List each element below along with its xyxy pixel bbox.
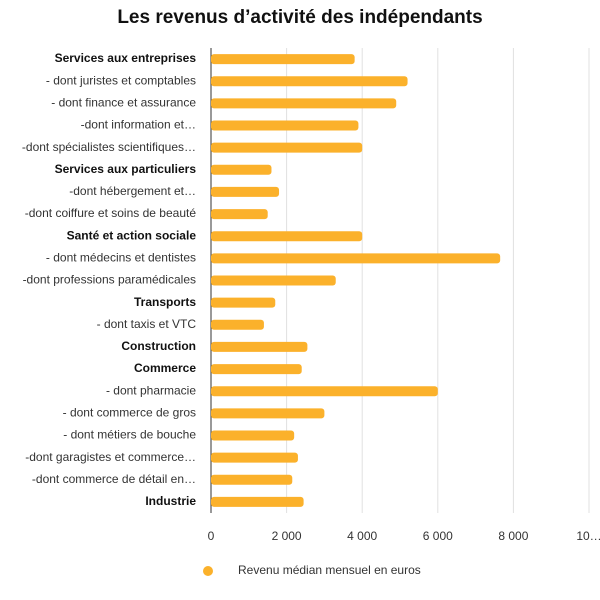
bar — [211, 253, 501, 264]
y-tick-label: - dont taxis et VTC — [97, 317, 197, 331]
bar — [211, 430, 295, 441]
x-tick-label: 6 000 — [423, 529, 453, 543]
bar — [211, 275, 336, 286]
bar — [211, 231, 363, 242]
y-tick-label: Services aux particuliers — [55, 162, 197, 176]
x-tick-label: 4 000 — [347, 529, 377, 543]
y-tick-label: Construction — [121, 339, 196, 353]
x-tick-label: 2 000 — [272, 529, 302, 543]
bar — [211, 98, 397, 109]
x-tick-label: 8 000 — [498, 529, 528, 543]
y-tick-label: Services aux entreprises — [55, 51, 197, 65]
y-tick-label: -dont information et… — [81, 118, 196, 132]
bar — [211, 54, 355, 65]
y-tick-label: - dont juristes et comptables — [46, 73, 196, 87]
x-tick-label: 0 — [208, 529, 215, 543]
y-tick-label: -dont commerce de détail en… — [32, 472, 196, 486]
bar — [211, 408, 325, 419]
y-tick-label: -dont professions paramédicales — [23, 273, 196, 287]
y-tick-label: -dont coiffure et soins de beauté — [25, 206, 197, 220]
chart-title: Les revenus d’activité des indépendants — [117, 7, 482, 28]
bar — [211, 341, 308, 352]
legend-label: Revenu médian mensuel en euros — [238, 563, 421, 577]
y-tick-label: Commerce — [134, 361, 196, 375]
bar — [211, 142, 363, 153]
bar — [211, 474, 293, 485]
bar — [211, 120, 359, 131]
bar — [211, 496, 304, 507]
y-tick-label: Industrie — [145, 494, 196, 508]
y-tick-label: -dont spécialistes scientifiques… — [22, 140, 196, 154]
y-tick-label: - dont commerce de gros — [63, 406, 196, 420]
bar — [211, 386, 438, 397]
bar — [211, 297, 276, 308]
bar — [211, 209, 268, 220]
y-tick-label: - dont finance et assurance — [51, 96, 196, 110]
y-tick-label: - dont pharmacie — [106, 383, 196, 397]
bar — [211, 452, 298, 463]
bar — [211, 186, 280, 197]
bar — [211, 364, 302, 375]
y-tick-label: - dont métiers de bouche — [63, 428, 196, 442]
bar — [211, 164, 272, 175]
y-tick-label: - dont médecins et dentistes — [46, 251, 196, 265]
bar — [211, 76, 408, 87]
y-tick-label: Santé et action sociale — [67, 228, 197, 242]
y-tick-label: -dont garagistes et commerce… — [25, 450, 196, 464]
y-tick-label: Transports — [134, 295, 196, 309]
x-tick-label: 10… — [576, 529, 600, 543]
bar — [211, 319, 264, 330]
legend-marker — [203, 566, 213, 576]
y-tick-label: -dont hébergement et… — [69, 184, 196, 198]
